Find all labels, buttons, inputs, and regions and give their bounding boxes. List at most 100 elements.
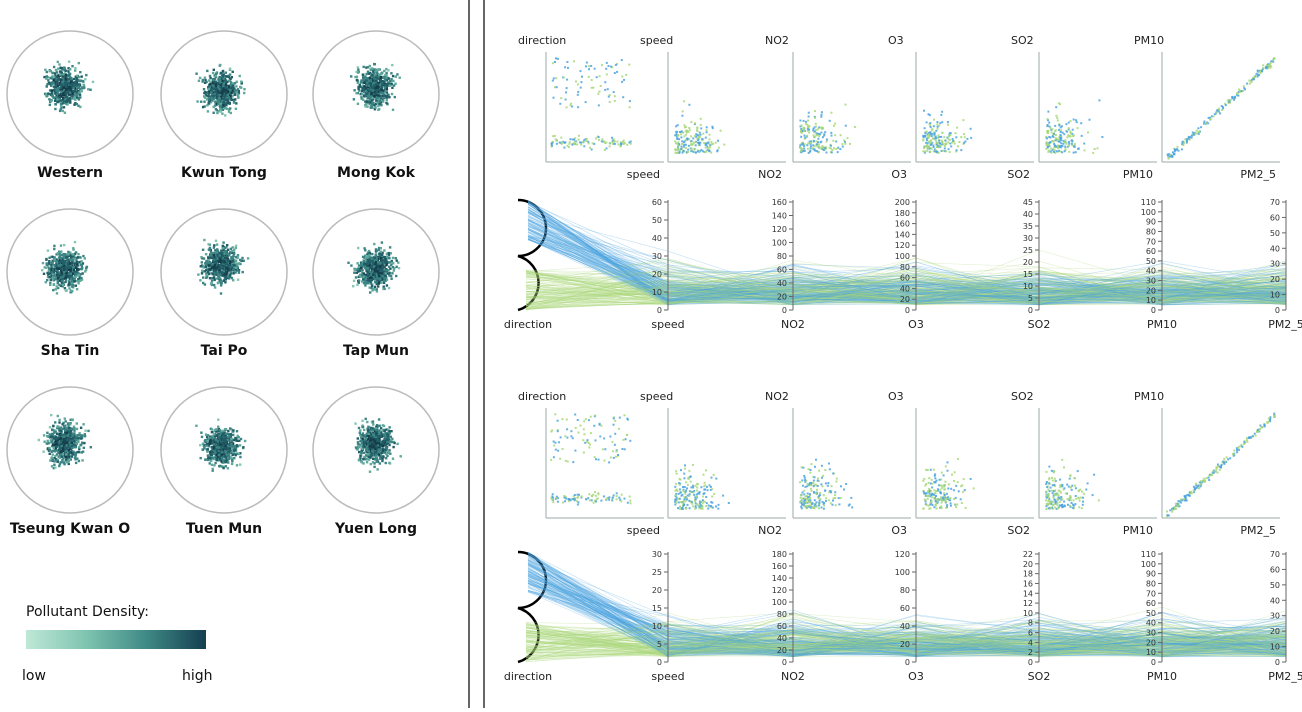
legend-high-label: high [182,668,213,684]
axis-tick-label: 20 [777,293,787,302]
station-tap-mun: Tap Mun [312,208,440,378]
axis-tick-label: 70 [1270,550,1280,559]
scatter-points [799,459,853,510]
scatter-cell-NO2-O3: NO2 O3 [765,390,911,537]
axis-tick-label: 40 [1146,267,1156,276]
station-western: Western [6,30,134,200]
axis-tick-label: 60 [1270,213,1280,222]
axis-tick-label: 60 [1270,565,1280,574]
axis-tick-label: 40 [900,622,910,631]
axis-tick-label: 15 [652,604,662,613]
axis-tick-label: 16 [1023,579,1033,588]
scatter-xlabel: O3 [891,524,907,537]
scatter-xlabel: speed [627,524,660,537]
axis-tick-label: 20 [652,586,662,595]
axis-tick-label: 30 [1270,612,1280,621]
station-name: Kwun Tong [160,165,288,181]
scatter-ylabel: speed [640,34,673,47]
scatter-xlabel: NO2 [758,524,782,537]
scatter-xlabel: PM10 [1123,524,1153,537]
axis-label: PM2_5 [1268,670,1302,683]
scatter-row-lower: directionspeedspeedNO2NO2O3O3SO2SO2PM10P… [518,390,1280,537]
scatter-ylabel: PM10 [1134,390,1164,403]
scatter-ylabel: direction [518,390,566,403]
scatter-ylabel: SO2 [1011,390,1034,403]
axis-tick-label: 50 [1146,257,1156,266]
scatter-cell-SO2-PM10: SO2 PM10 [1011,390,1157,537]
scatter-ylabel: SO2 [1011,34,1034,47]
station-mong-kok: Mong Kok [312,30,440,200]
axis-tick-label: 70 [1146,237,1156,246]
scatter-points [674,100,725,154]
axis-tick-label: 0 [657,306,662,315]
station-sha-tin: Sha Tin [6,208,134,378]
axis-tick-label: 6 [1028,629,1033,638]
axis-tick-label: 80 [777,252,787,261]
axis-tick-label: 20 [900,640,910,649]
axis-label: SO2 [1028,318,1051,331]
axis-tick-label: 120 [895,241,910,250]
axis-tick-label: 0 [1151,306,1156,315]
polar-scatter [312,208,440,338]
scatter-ylabel: direction [518,34,566,47]
axis-tick-label: 50 [1146,609,1156,618]
axis-tick-label: 0 [905,658,910,667]
axis-tick-label: 80 [1146,579,1156,588]
axis-tick-label: 70 [1146,589,1156,598]
axis-tick-label: 30 [652,252,662,261]
axis-tick-label: 35 [1023,222,1033,231]
axis-tick-label: 80 [900,586,910,595]
axis-tick-label: 40 [1023,210,1033,219]
axis-tick-label: 20 [777,646,787,655]
scatter-xlabel: SO2 [1007,168,1030,181]
station-name: Sha Tin [6,343,134,359]
scatter-points [674,464,730,510]
axis-tick-label: 200 [895,198,910,207]
axis-tick-label: 8 [1028,619,1033,628]
axis-tick-label: 20 [1146,638,1156,647]
axis-tick-label: 20 [900,295,910,304]
axis-tick-label: 4 [1028,638,1033,647]
axis-tick-label: 5 [657,640,662,649]
axis-tick-label: 100 [895,252,910,261]
polar-scatter [160,30,288,160]
axis-label: O3 [908,670,924,683]
axis-label: SO2 [1028,670,1051,683]
axis-tick-label: 100 [1141,208,1156,217]
axis-tick-label: 100 [772,598,787,607]
scatter-points [1045,99,1103,153]
station-tuen-mun: Tuen Mun [160,386,288,556]
legend-low-label: low [22,668,46,684]
axis-label: PM10 [1147,670,1177,683]
axis-tick-label: 0 [1275,306,1280,315]
axis-label: NO2 [781,670,805,683]
axis-tick-label: 20 [1023,258,1033,267]
station-tai-po: Tai Po [160,208,288,378]
polar-scatter [312,386,440,516]
scatter-points [551,57,632,151]
axis-tick-label: 18 [1023,570,1033,579]
axis-tick-label: 50 [1270,229,1280,238]
axis-label: PM10 [1147,318,1177,331]
axis-tick-label: 10 [1146,296,1156,305]
polar-scatter [6,208,134,338]
axis-tick-label: 30 [1270,260,1280,269]
scatter-ylabel: NO2 [765,390,789,403]
station-kwun-tong: Kwun Tong [160,30,288,200]
axis-tick-label: 2 [1028,648,1033,657]
axis-tick-label: 100 [1141,560,1156,569]
station-name: Tseung Kwan O [6,521,134,537]
axis-tick-label: 20 [652,270,662,279]
axis-tick-label: 5 [1028,294,1033,303]
axis-tick-label: 140 [772,574,787,583]
axis-tick-label: 100 [895,568,910,577]
scatter-points [799,104,856,154]
